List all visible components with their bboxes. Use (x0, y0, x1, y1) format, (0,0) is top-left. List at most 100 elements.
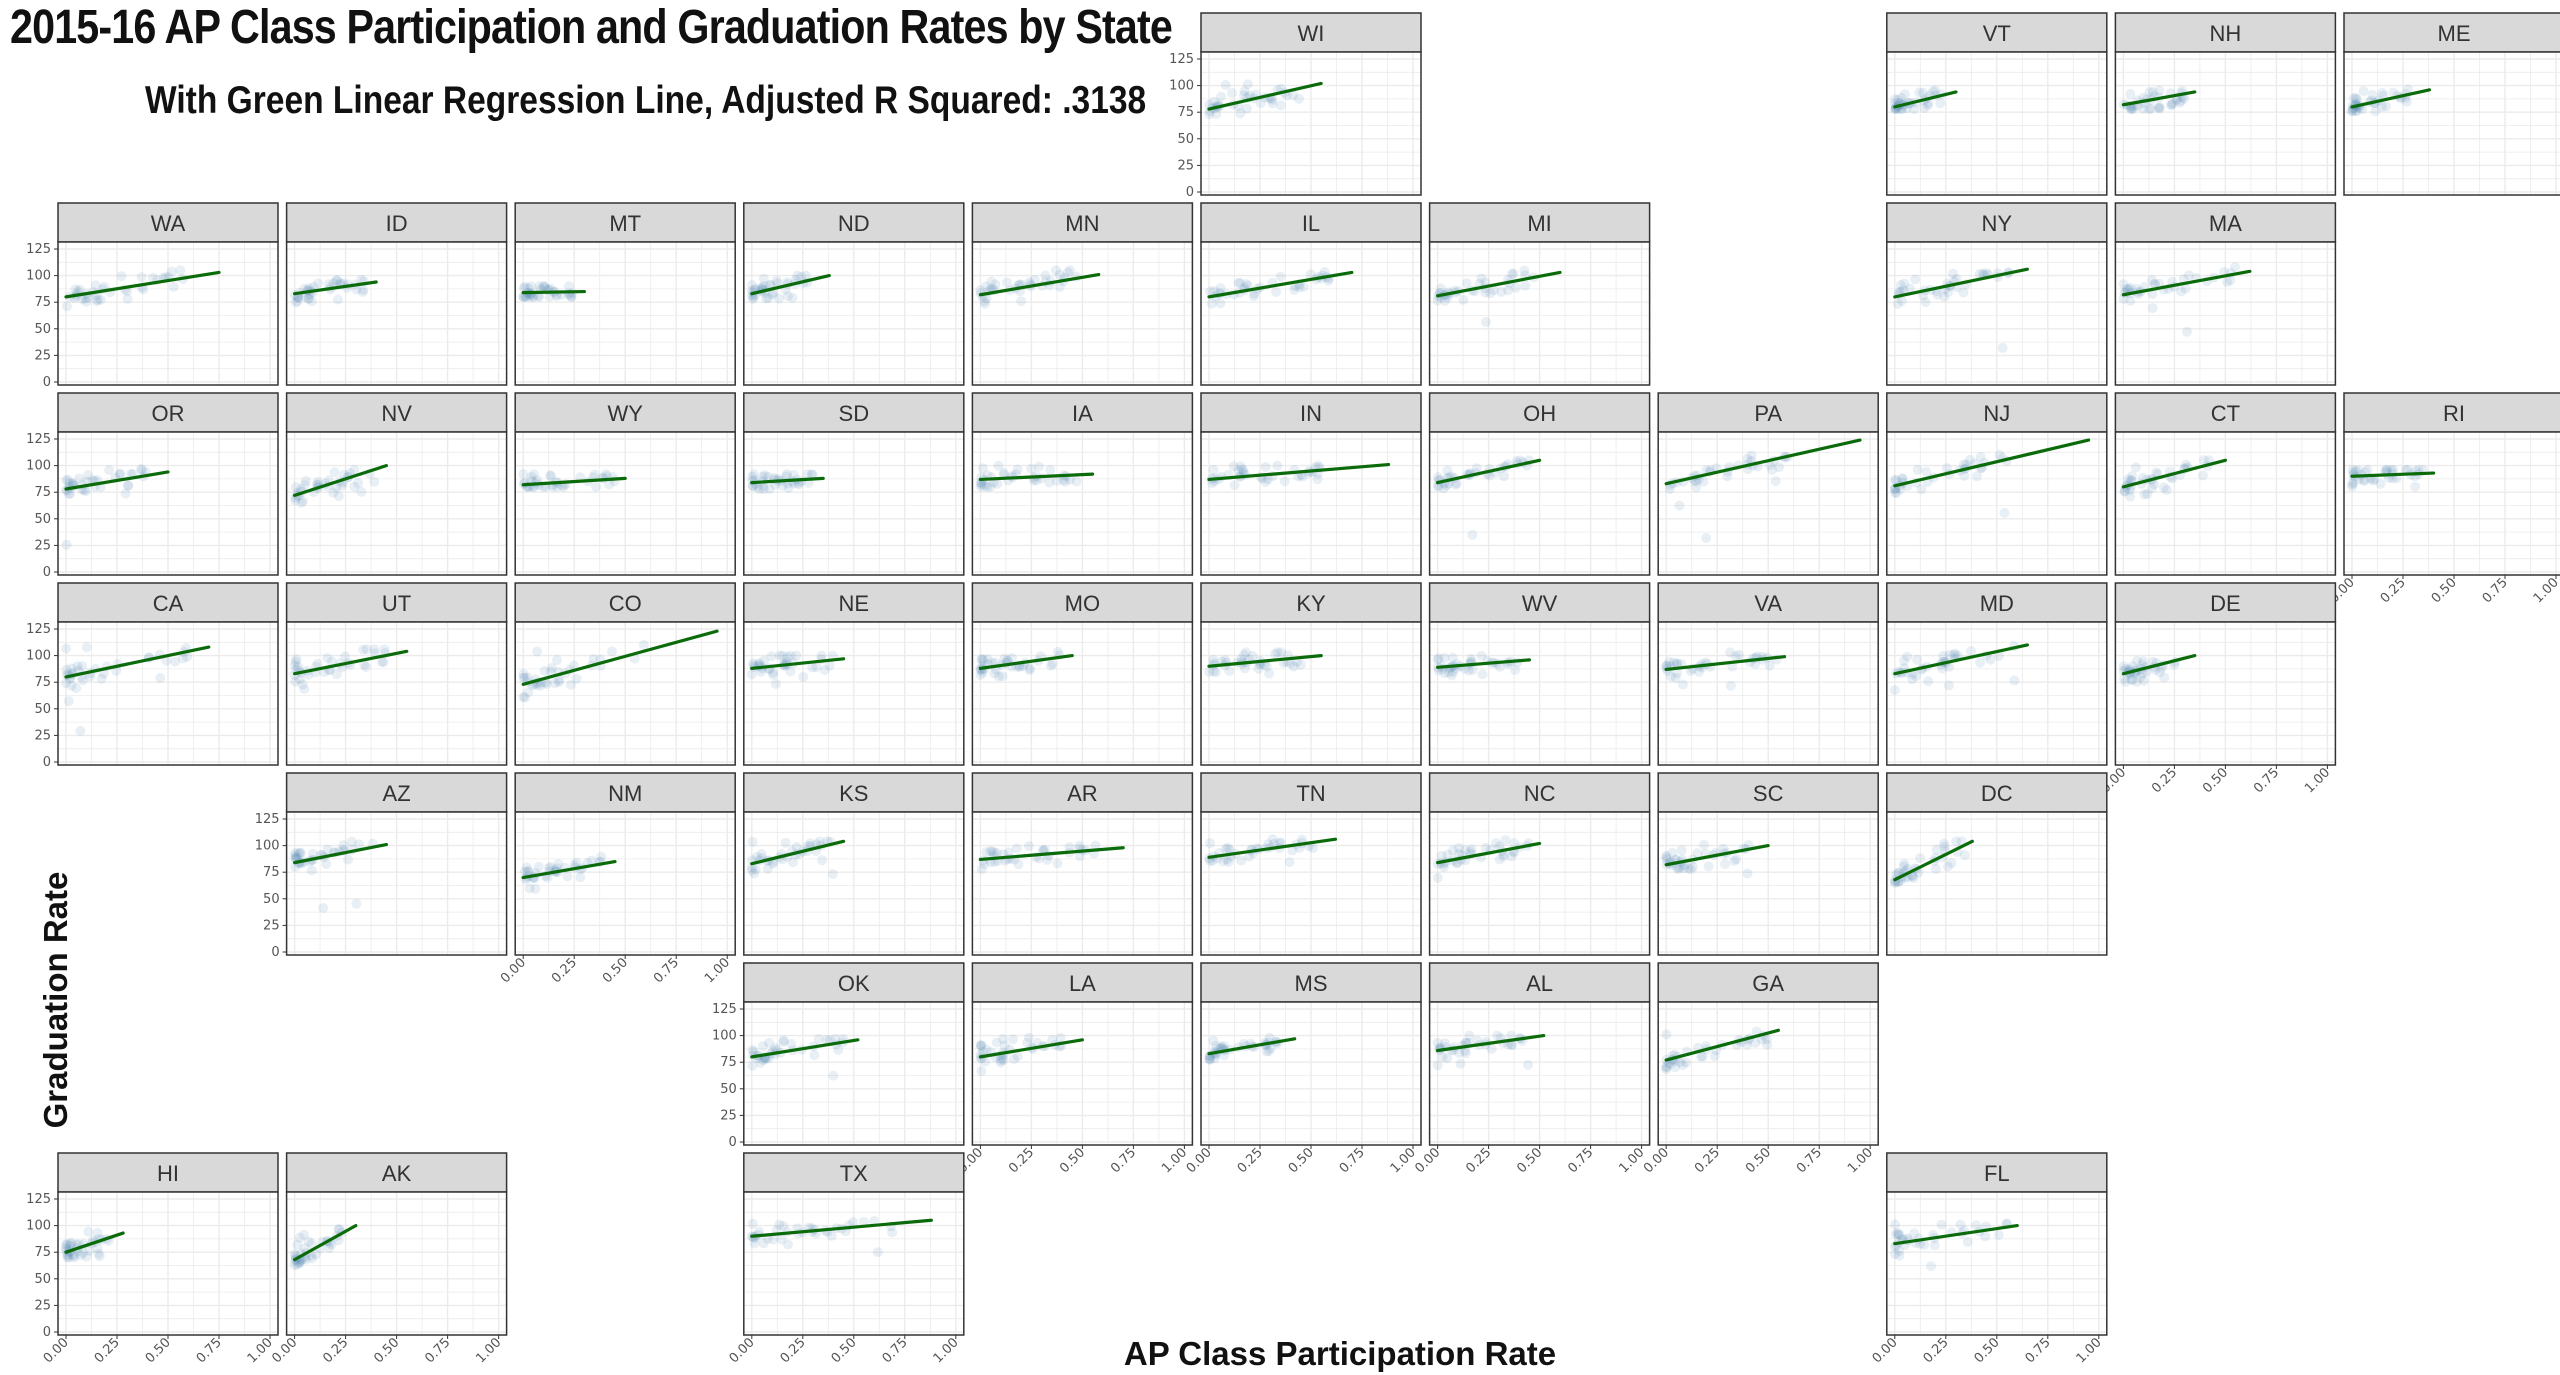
data-point (518, 672, 529, 683)
panel-border (971, 811, 1194, 956)
data-point (771, 275, 782, 286)
regression-line (2121, 653, 2197, 676)
data-point (758, 273, 769, 284)
x-tick-label: 0.75 (194, 1335, 225, 1366)
data-point (747, 1060, 758, 1071)
data-point (83, 1226, 94, 1237)
data-point (523, 865, 534, 876)
data-point (1438, 862, 1449, 873)
regression-line (64, 470, 170, 491)
data-point (2166, 99, 2177, 110)
data-point (747, 471, 758, 482)
data-point (2125, 485, 2136, 496)
data-point (2362, 464, 2373, 475)
y-tick-label: 0 (43, 375, 51, 390)
data-point (1480, 842, 1491, 853)
data-point (1242, 79, 1253, 90)
data-point (977, 1046, 988, 1057)
data-point (1972, 471, 1983, 482)
x-tick-label: 0.50 (2429, 575, 2460, 606)
data-point (586, 855, 597, 866)
regression-line (1664, 843, 1770, 867)
x-tick-label: 1.00 (2074, 1335, 2105, 1366)
data-point (1899, 655, 1910, 666)
data-point (1893, 1229, 1904, 1240)
facet-strip (1200, 582, 1422, 623)
facet-wi: WI 0 25 50 75 100 125 (1169, 12, 1422, 200)
data-point (1507, 1040, 1518, 1051)
data-point (294, 674, 305, 685)
data-point (77, 294, 88, 305)
data-point (1312, 474, 1323, 485)
data-point (526, 471, 537, 482)
data-point (816, 650, 827, 661)
data-point (522, 867, 533, 878)
data-point (161, 655, 172, 666)
facet-ny: NY (1886, 202, 2108, 386)
y-tick-label: 100 (255, 839, 280, 854)
regression-line (1893, 438, 2091, 488)
data-point (72, 661, 83, 672)
panel-border (1657, 431, 1879, 576)
data-point (2347, 481, 2358, 492)
data-point (1729, 855, 1740, 866)
x-tick-label: 0.00 (1870, 1335, 1901, 1366)
data-point (77, 661, 88, 672)
data-point (783, 482, 794, 493)
data-point (1980, 1231, 1991, 1242)
data-point (1208, 1035, 1219, 1046)
data-point (752, 481, 763, 492)
data-point (785, 650, 796, 661)
data-point (1058, 475, 1069, 486)
data-point (81, 296, 92, 307)
data-point (1209, 286, 1220, 297)
data-point (1211, 109, 1222, 120)
facet-nm: NM 0.00 0.25 0.50 0.75 1.00 (498, 772, 736, 986)
data-point (92, 294, 103, 305)
x-tick-label: 1.00 (473, 1335, 504, 1366)
data-point (1236, 855, 1247, 866)
data-point (1263, 839, 1274, 850)
facet-strip (1886, 202, 2108, 243)
data-point (1267, 98, 1278, 109)
data-point (754, 484, 765, 495)
data-point (2125, 282, 2136, 293)
x-axis-label: AP Class Participation Rate (1123, 1335, 1557, 1372)
x-tick-label: 0.50 (2200, 765, 2231, 796)
data-point (1439, 668, 1450, 679)
y-tick-label: 0 (43, 755, 51, 770)
facet-nj: NJ (1886, 392, 2108, 576)
data-point (780, 837, 791, 848)
data-point (798, 671, 809, 682)
data-point (747, 279, 758, 290)
data-point (1683, 863, 1694, 874)
panel-border (1428, 431, 1651, 576)
data-point (757, 471, 768, 482)
x-tick-label: 0.25 (320, 1335, 351, 1366)
data-point (359, 659, 370, 670)
data-point (2401, 96, 2412, 107)
data-point (353, 478, 364, 489)
data-point (1764, 660, 1775, 671)
data-point (303, 293, 314, 304)
data-point (1054, 281, 1065, 292)
regression-line (1207, 81, 1323, 111)
data-point (2222, 277, 2233, 288)
data-point (1494, 661, 1505, 672)
data-point (1506, 1039, 1517, 1050)
facet-strip (1200, 202, 1422, 243)
data-point (1293, 471, 1304, 482)
data-point (377, 656, 388, 667)
x-tick-label: 0.00 (1412, 1145, 1443, 1176)
data-point (982, 654, 993, 665)
regression-line (2350, 88, 2432, 109)
panel-border (971, 431, 1194, 576)
data-point (2358, 86, 2369, 97)
data-point (1064, 265, 1075, 276)
y-tick-label: 75 (34, 295, 51, 310)
data-point (540, 282, 551, 293)
x-tick-label: 1.00 (245, 1335, 276, 1366)
y-tick-label: 50 (720, 1082, 737, 1097)
data-point (2347, 479, 2358, 490)
data-point (137, 465, 148, 476)
